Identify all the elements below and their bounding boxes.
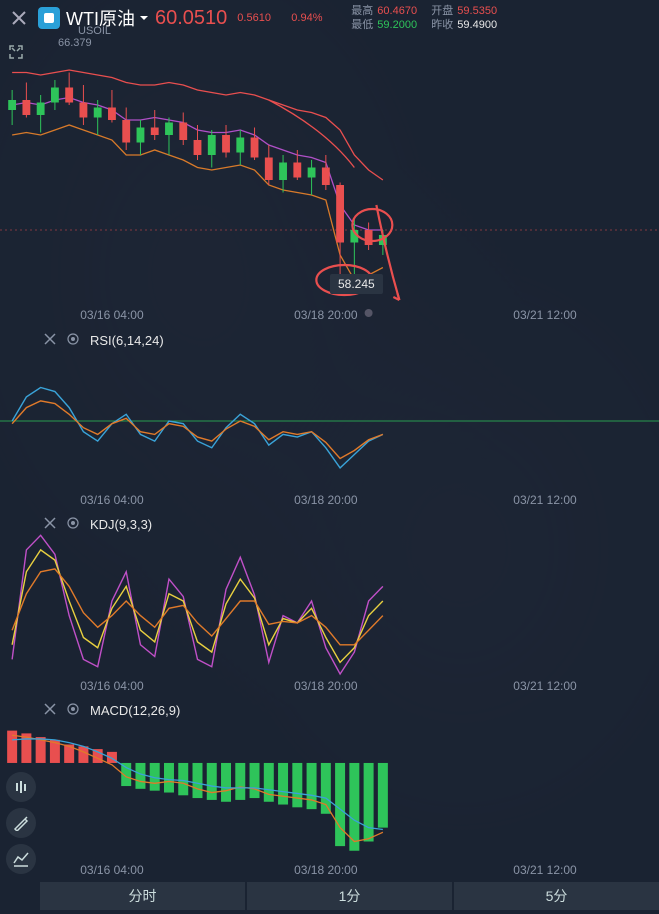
last-price: 60.0510	[155, 7, 227, 30]
macd-title: MACD(12,26,9)	[90, 703, 180, 718]
rsi-title: RSI(6,14,24)	[90, 333, 164, 348]
ohlc-stats: 0.5610 0.94%	[237, 11, 341, 25]
svg-text:03/21 12:00: 03/21 12:00	[513, 863, 577, 877]
timeframe-tick[interactable]: 分时	[40, 882, 245, 910]
macd-panel[interactable]: MACD(12,26,9) 03/16 04:00 03/18 20:00 03/2…	[0, 696, 659, 880]
indicator-button[interactable]	[6, 772, 36, 802]
low-value: 59.2000	[377, 18, 427, 32]
kdj-panel[interactable]: KDJ(9,3,3) 03/16 04:00 03/18 20:00 03/21 1…	[0, 510, 659, 696]
prev-value: 59.4900	[457, 18, 507, 32]
timeframe-1m[interactable]: 1分	[247, 882, 452, 910]
price-chart-panel[interactable]: USOIL66.37903/16 04:0003/18 20:0003/21 1…	[0, 20, 659, 325]
svg-text:03/16 04:00: 03/16 04:00	[80, 308, 144, 322]
svg-text:03/18 20:00: 03/18 20:00	[294, 679, 358, 693]
symbol-name[interactable]: WTI原油	[66, 5, 135, 31]
macd-settings-icon[interactable]	[66, 702, 80, 719]
kdj-chart[interactable]: 03/16 04:00 03/18 20:00 03/21 12:00	[0, 510, 659, 696]
rsi-panel[interactable]: RSI(6,14,24) 03/16 04:00 03/18 20:00 03/21…	[0, 326, 659, 510]
change-value: 0.5610	[237, 11, 287, 25]
macd-chart[interactable]: 03/16 04:00 03/18 20:00 03/21 12:00	[0, 696, 659, 880]
rsi-settings-icon[interactable]	[66, 332, 80, 349]
high-label: 最高	[351, 4, 373, 18]
left-toolbar	[4, 40, 28, 64]
prev-label: 昨收	[431, 18, 453, 32]
macd-close-icon[interactable]	[44, 703, 56, 718]
rsi-close-icon[interactable]	[44, 333, 56, 348]
svg-text:03/18 20:00: 03/18 20:00	[294, 863, 358, 877]
chart-type-button[interactable]	[6, 844, 36, 874]
svg-text:03/21 12:00: 03/21 12:00	[513, 679, 577, 693]
change-pct: 0.94%	[291, 11, 341, 25]
svg-text:66.379: 66.379	[58, 37, 92, 49]
symbol-dropdown-icon[interactable]	[139, 13, 149, 23]
svg-text:03/18 20:00: 03/18 20:00	[294, 493, 358, 507]
svg-text:03/21 12:00: 03/21 12:00	[513, 308, 577, 322]
kdj-close-icon[interactable]	[44, 517, 56, 532]
high-value: 60.4670	[377, 4, 427, 18]
annotation-price-label: 58.245	[330, 274, 383, 294]
symbol-badge	[38, 7, 60, 29]
svg-text:03/21 12:00: 03/21 12:00	[513, 493, 577, 507]
kdj-settings-icon[interactable]	[66, 516, 80, 533]
close-button[interactable]	[6, 5, 32, 31]
open-value: 59.5350	[457, 4, 507, 18]
kdj-title: KDJ(9,3,3)	[90, 517, 152, 532]
low-label: 最低	[351, 18, 373, 32]
open-label: 开盘	[431, 4, 453, 18]
svg-text:03/18 20:00: 03/18 20:00	[294, 308, 358, 322]
svg-text:03/16 04:00: 03/16 04:00	[80, 679, 144, 693]
chart-header: WTI原油 60.0510 0.5610 0.94% 最高 60.4670 开盘…	[0, 0, 659, 36]
svg-text:03/16 04:00: 03/16 04:00	[80, 493, 144, 507]
rsi-chart[interactable]: 03/16 04:00 03/18 20:00 03/21 12:00	[0, 326, 659, 510]
timeframe-5m[interactable]: 5分	[454, 882, 659, 910]
draw-button[interactable]	[6, 808, 36, 838]
bottom-toolbar	[6, 772, 36, 874]
fullscreen-button[interactable]	[4, 40, 28, 64]
ohlc-stats-2: 最高 60.4670 开盘 59.5350 最低 59.2000 昨收 59.4…	[351, 4, 507, 32]
svg-text:03/16 04:00: 03/16 04:00	[80, 863, 144, 877]
timeframe-bar: 分时 1分 5分	[40, 882, 659, 910]
